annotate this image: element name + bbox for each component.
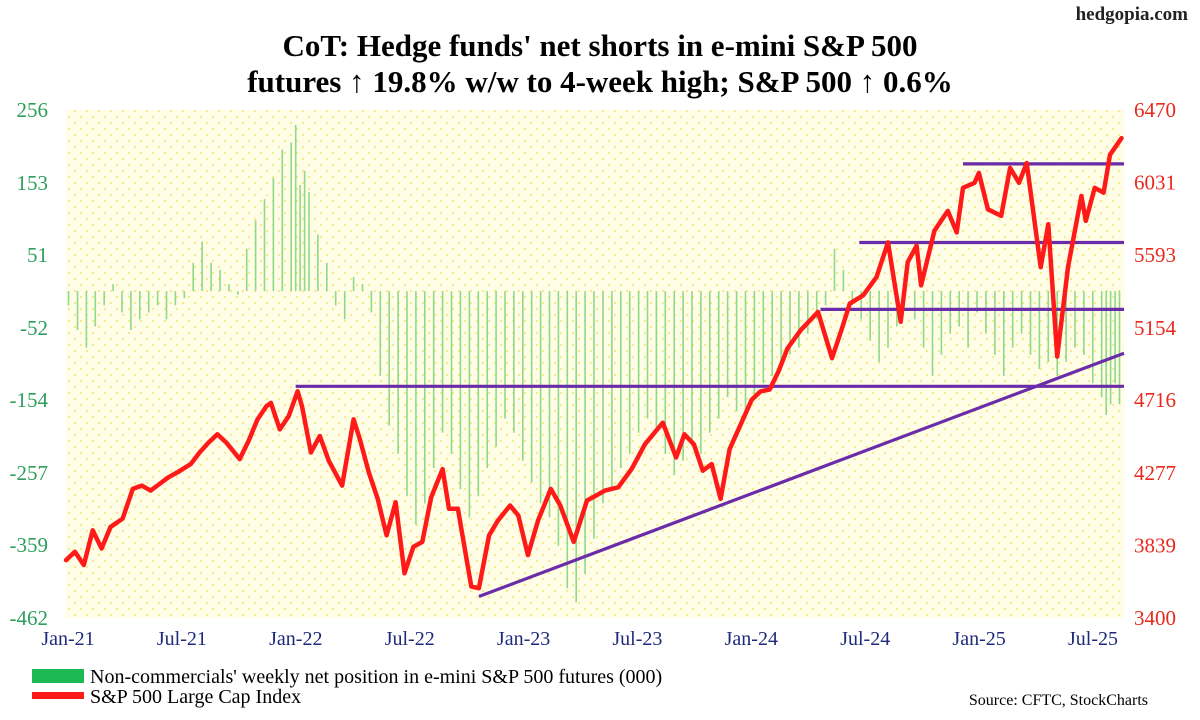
x-tick-label: Jul-22 [385,628,435,650]
watermark: hedgopia.com [1076,4,1189,25]
left-tick-label: 51 [27,243,48,267]
right-axis: 6470 6031 5593 5154 4716 4277 3839 3400 [1134,98,1177,630]
right-tick-label: 4277 [1134,461,1176,485]
source-note: Source: CFTC, StockCharts [969,692,1148,709]
x-axis: Jan-21 Jul-21 Jan-22 Jul-22 Jan-23 Jul-23 Jan-… [41,628,1118,650]
x-tick-label: Jul-25 [1068,628,1118,650]
trend-line-4 [478,351,1125,598]
x-tick-label: Jul-23 [612,628,662,650]
x-tick-label: Jan-22 [269,628,322,650]
plot-area [66,110,1124,618]
right-tick-label: 5593 [1134,243,1176,267]
chart-title-line-1: CoT: Hedge funds' net shorts in e-mini S… [283,28,918,63]
x-tick-label: Jan-25 [952,628,1005,650]
legend-label-sp500: S&P 500 Large Cap Index [90,686,301,708]
legend-label-net-position: Non-commercials' weekly net position in … [90,666,662,688]
right-tick-label: 5154 [1134,316,1177,340]
right-tick-label: 3400 [1134,606,1176,630]
sp500-series [63,135,1124,591]
chart-title-line-2: futures ↑ 19.8% w/w to 4-week high; S&P … [247,64,953,99]
right-tick-label: 6470 [1134,98,1176,122]
left-tick-label: -257 [10,461,49,485]
x-tick-label: Jul-24 [840,628,890,650]
left-tick-label: 153 [17,171,49,195]
x-tick-label: Jan-21 [41,628,94,650]
x-tick-label: Jan-23 [497,628,550,650]
legend-swatch-net-position [32,669,84,683]
left-axis: 256 153 51 -52 -154 -257 -359 -462 [10,98,49,630]
left-tick-label: -462 [10,606,49,630]
legend: Non-commercials' weekly net position in … [32,666,662,708]
sp500-line [63,135,1124,591]
right-tick-label: 3839 [1134,533,1176,557]
legend-swatch-sp500 [32,692,84,699]
reference-lines [295,162,1125,598]
left-tick-label: 256 [17,98,49,122]
left-tick-label: -359 [10,533,49,557]
x-tick-label: Jul-21 [157,628,207,650]
left-tick-label: -52 [20,316,48,340]
x-tick-label: Jan-24 [725,628,778,650]
right-tick-label: 6031 [1134,171,1176,195]
left-tick-label: -154 [10,388,49,412]
right-tick-label: 4716 [1134,388,1176,412]
